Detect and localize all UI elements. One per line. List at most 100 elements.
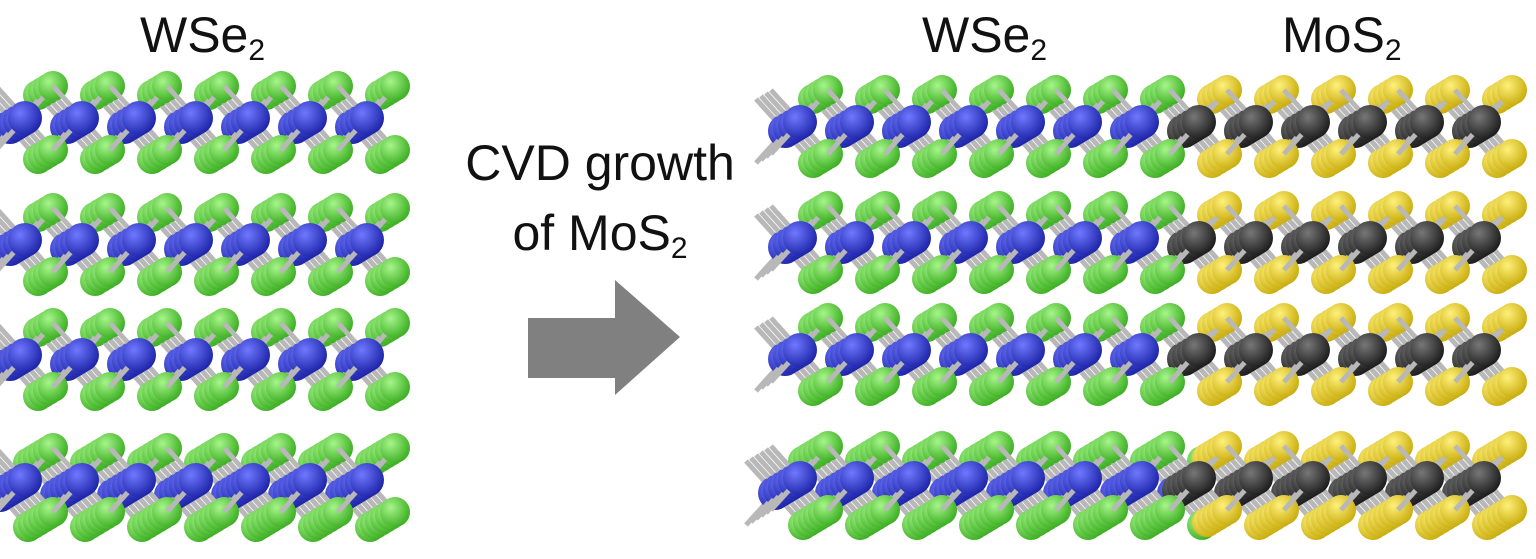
w-atom <box>179 463 213 497</box>
w-atom <box>897 461 931 495</box>
mo-atom <box>1467 333 1501 367</box>
mo-atom <box>1467 105 1501 139</box>
se-atom <box>380 308 410 338</box>
w-atom <box>1125 461 1159 495</box>
se-atom <box>380 497 410 527</box>
w-atom <box>8 101 42 135</box>
w-atom <box>954 333 988 367</box>
right-title-wse2: WSe2 <box>922 6 1047 68</box>
se-atom <box>380 257 410 287</box>
s-atom <box>1497 139 1527 169</box>
w-atom <box>954 105 988 139</box>
layer <box>0 71 410 174</box>
wse2-mos2-lateral-heterostructure <box>744 75 1527 540</box>
wse2-multilayer-left <box>0 71 410 542</box>
w-atom <box>1068 105 1102 139</box>
w-atom <box>179 223 213 257</box>
w-atom <box>897 333 931 367</box>
w-atom <box>65 101 99 135</box>
w-atom <box>293 338 327 372</box>
w-atom <box>1011 333 1045 367</box>
se-atom <box>380 433 410 463</box>
layer <box>754 191 1527 294</box>
w-atom <box>1068 461 1102 495</box>
mo-atom <box>1467 461 1501 495</box>
w-atom <box>783 221 817 255</box>
s-atom <box>1497 191 1527 221</box>
process-line2: of MoS2 <box>440 198 760 284</box>
w-atom <box>350 463 384 497</box>
w-atom <box>783 333 817 367</box>
mo-atom <box>1353 461 1387 495</box>
w-atom <box>8 338 42 372</box>
w-atom <box>1068 221 1102 255</box>
w-atom <box>179 338 213 372</box>
w-atom <box>236 101 270 135</box>
w-atom <box>1011 221 1045 255</box>
w-atom <box>840 333 874 367</box>
process-label: CVD growth of MoS2 <box>440 128 760 284</box>
s-atom <box>1497 495 1527 525</box>
w-atom <box>350 223 384 257</box>
w-atom <box>293 223 327 257</box>
w-atom <box>350 338 384 372</box>
layer <box>754 75 1527 178</box>
w-atom <box>1125 333 1159 367</box>
layer <box>0 308 410 411</box>
right-title-mos2-sub: 2 <box>1384 34 1402 67</box>
w-atom <box>954 461 988 495</box>
layer <box>0 433 410 542</box>
mo-atom <box>1239 333 1273 367</box>
arrow-shape <box>528 280 680 395</box>
mo-atom <box>1296 333 1330 367</box>
mo-atom <box>1296 221 1330 255</box>
mo-atom <box>1182 221 1216 255</box>
w-atom <box>179 101 213 135</box>
w-atom <box>65 463 99 497</box>
w-atom <box>1125 221 1159 255</box>
w-atom <box>783 105 817 139</box>
w-atom <box>122 463 156 497</box>
w-atom <box>1011 461 1045 495</box>
mo-atom <box>1182 105 1216 139</box>
w-atom <box>783 461 817 495</box>
mo-atom <box>1296 461 1330 495</box>
w-atom <box>236 338 270 372</box>
se-atom <box>380 135 410 165</box>
mo-atom <box>1410 333 1444 367</box>
mo-atom <box>1410 105 1444 139</box>
mo-atom <box>1296 105 1330 139</box>
mo-atom <box>1353 105 1387 139</box>
layer <box>754 303 1527 406</box>
right-title-mos2: MoS2 <box>1282 6 1402 68</box>
right-arrow-icon <box>528 280 680 395</box>
mo-atom <box>1467 221 1501 255</box>
w-atom <box>8 463 42 497</box>
w-atom <box>840 461 874 495</box>
mo-atom <box>1239 105 1273 139</box>
mo-atom <box>1410 461 1444 495</box>
w-atom <box>122 101 156 135</box>
w-atom <box>954 221 988 255</box>
s-atom <box>1497 255 1527 285</box>
w-atom <box>293 101 327 135</box>
se-atom <box>380 372 410 402</box>
left-title-sub: 2 <box>248 34 266 67</box>
w-atom <box>1011 105 1045 139</box>
w-atom <box>840 105 874 139</box>
w-atom <box>840 221 874 255</box>
se-atom <box>380 193 410 223</box>
w-atom <box>1068 333 1102 367</box>
left-title-text: WSe <box>140 7 249 63</box>
w-atom <box>897 105 931 139</box>
process-line2-sub: 2 <box>670 232 688 265</box>
w-atom <box>1125 105 1159 139</box>
w-atom <box>65 338 99 372</box>
w-atom <box>897 221 931 255</box>
s-atom <box>1497 75 1527 105</box>
mo-atom <box>1182 333 1216 367</box>
layer <box>0 193 410 296</box>
mo-atom <box>1182 461 1216 495</box>
s-atom <box>1497 431 1527 461</box>
